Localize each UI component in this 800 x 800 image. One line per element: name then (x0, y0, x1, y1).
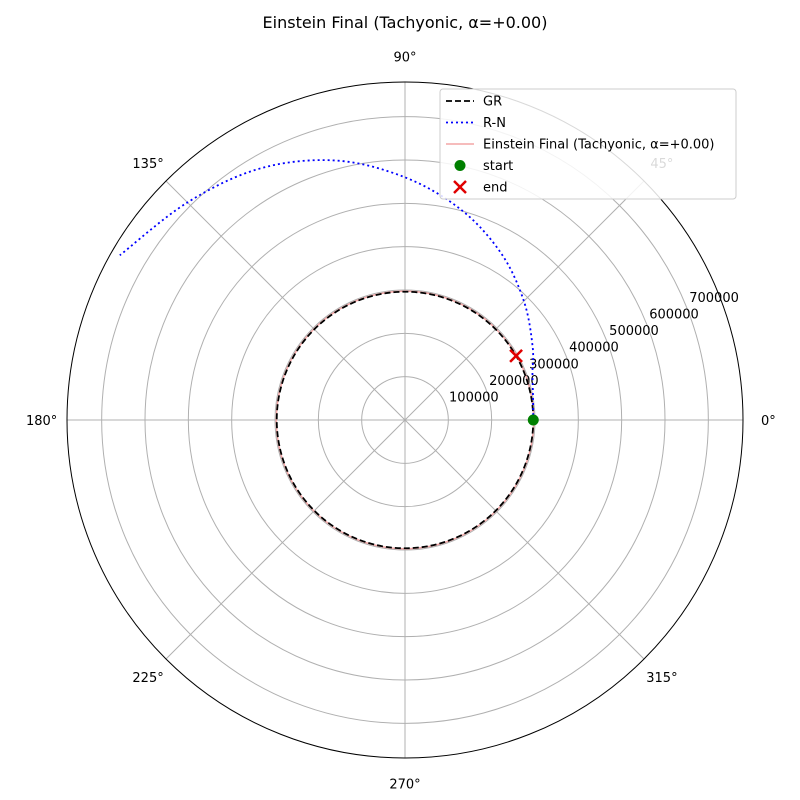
legend-entry: R-N (446, 116, 506, 131)
series-line-r-n (119, 159, 535, 421)
series-line-gr (275, 290, 535, 550)
angle-tick-label: 270° (389, 777, 420, 792)
angle-tick-label: 135° (132, 157, 163, 172)
marker-layer (509, 348, 539, 426)
angle-tick-label: 0° (761, 414, 776, 429)
legend-label: end (483, 181, 508, 196)
radial-tick-label: 400000 (569, 341, 619, 356)
legend-entry: end (453, 180, 508, 196)
angular-gridline-225 (165, 419, 406, 660)
angle-tick-label: 180° (26, 414, 57, 429)
radial-tick-label: 100000 (449, 390, 499, 405)
radial-tick-label: 500000 (609, 324, 659, 339)
legend-label: Einstein Final (Tachyonic, α=+0.00) (483, 138, 715, 153)
angular-gridline-135 (165, 180, 406, 421)
legend-label: GR (483, 95, 502, 110)
legend-box (439, 88, 737, 200)
legend-label: R-N (483, 116, 506, 131)
angle-tick-label: 90° (393, 51, 416, 66)
chart-title: Einstein Final (Tachyonic, α=+0.00) (263, 13, 548, 32)
legend-label: start (483, 159, 513, 174)
angular-gridline-315 (404, 419, 645, 660)
radial-tick-label: 600000 (649, 308, 699, 323)
radial-tick-label: 200000 (489, 374, 539, 389)
polar-frame (66, 81, 744, 759)
angle-tick-label: 225° (132, 671, 163, 686)
start-marker (527, 414, 539, 426)
end-marker (509, 348, 523, 363)
series-layer (119, 159, 535, 550)
polar-grid (66, 81, 744, 759)
legend-entry: GR (446, 95, 502, 110)
radial-tick-label: 700000 (689, 291, 739, 306)
legend: GR R-N Einstein Final (Tachyonic, α=+0.00)… (439, 88, 737, 200)
angle-tick-label: 315° (646, 671, 677, 686)
legend-entry: Einstein Final (Tachyonic, α=+0.00) (446, 138, 715, 153)
radial-tick-label: 300000 (529, 357, 579, 372)
legend-entry: start (454, 159, 513, 174)
